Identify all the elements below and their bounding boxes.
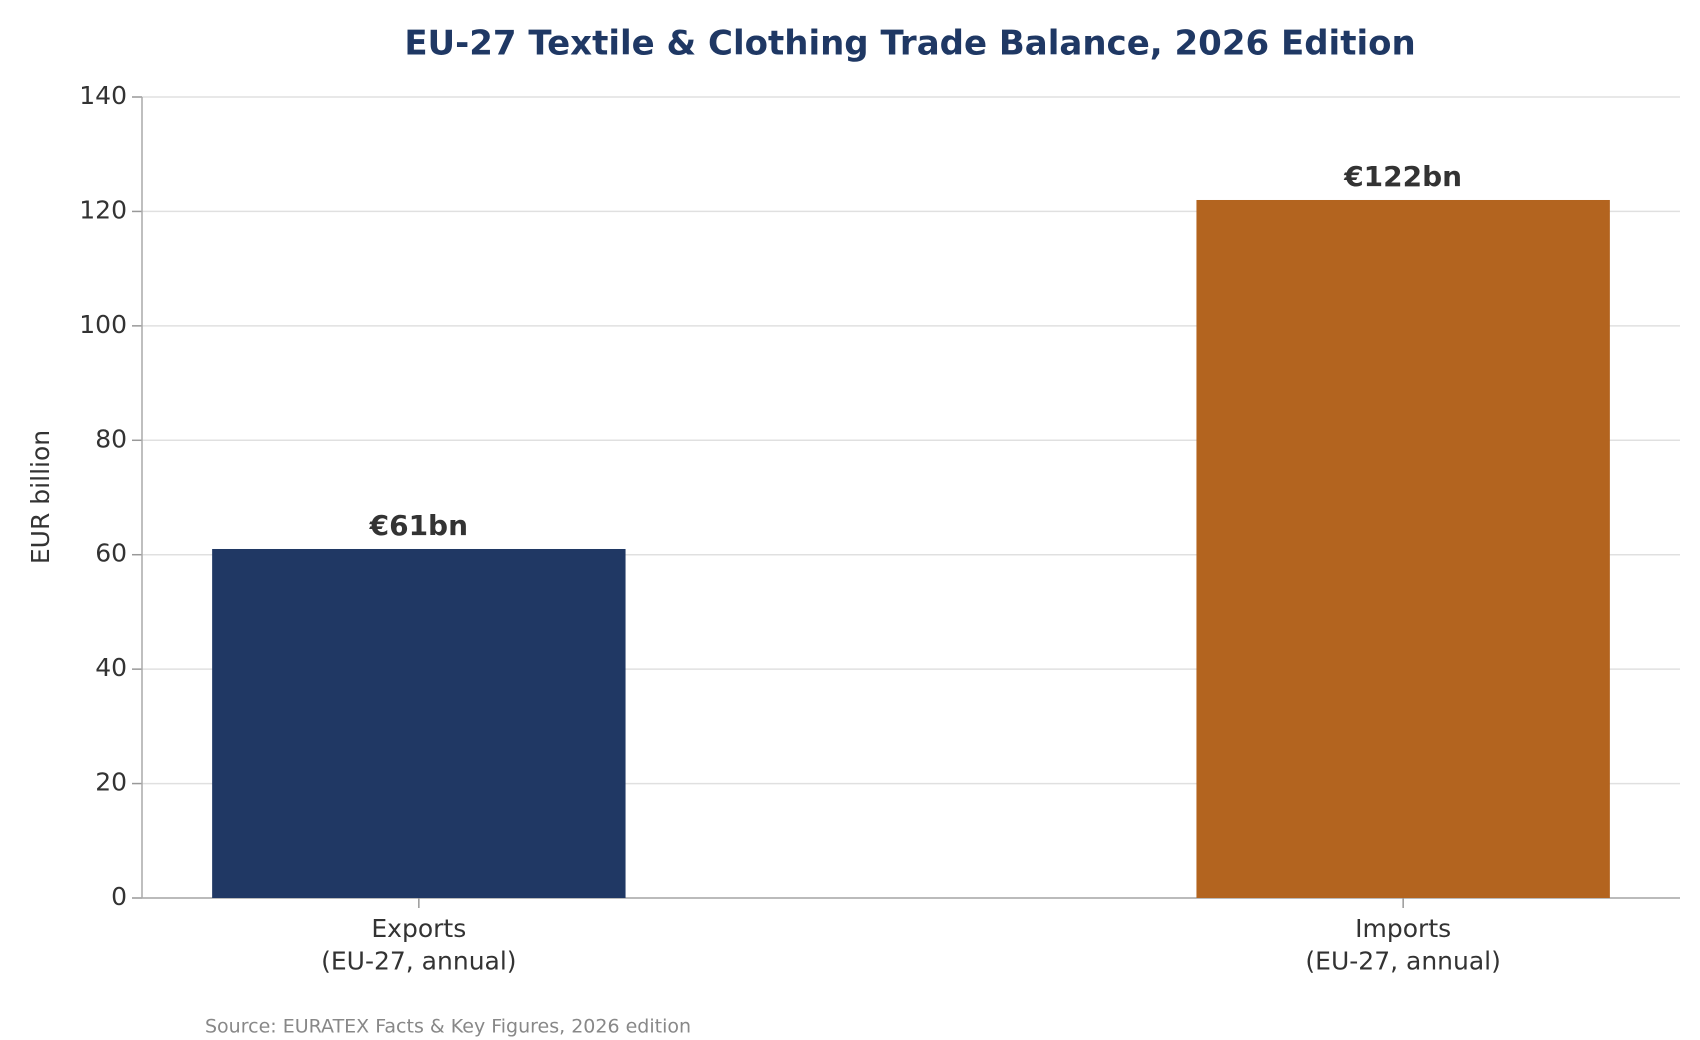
x-tick-label: Imports (EU-27, annual) (1305, 914, 1500, 976)
chart-title: EU-27 Textile & Clothing Trade Balance, … (404, 24, 1415, 64)
value-label: €61bn (369, 509, 468, 542)
y-tick-label: 60 (95, 539, 127, 568)
y-tick-label: 0 (111, 882, 127, 911)
y-tick-label: 40 (95, 653, 127, 682)
bar (212, 548, 626, 898)
value-label: €122bn (1343, 160, 1462, 193)
y-axis-label: EUR billion (26, 430, 55, 564)
y-tick-label: 100 (79, 310, 127, 339)
y-tick-label: 120 (79, 195, 127, 224)
y-tick-label: 20 (95, 768, 127, 797)
source-note: Source: EURATEX Facts & Key Figures, 202… (205, 1016, 691, 1038)
y-tick-label: 80 (95, 424, 127, 453)
y-tick-label: 140 (79, 81, 127, 110)
bar (1196, 199, 1610, 898)
x-tick-label: Exports (EU-27, annual) (321, 914, 516, 976)
